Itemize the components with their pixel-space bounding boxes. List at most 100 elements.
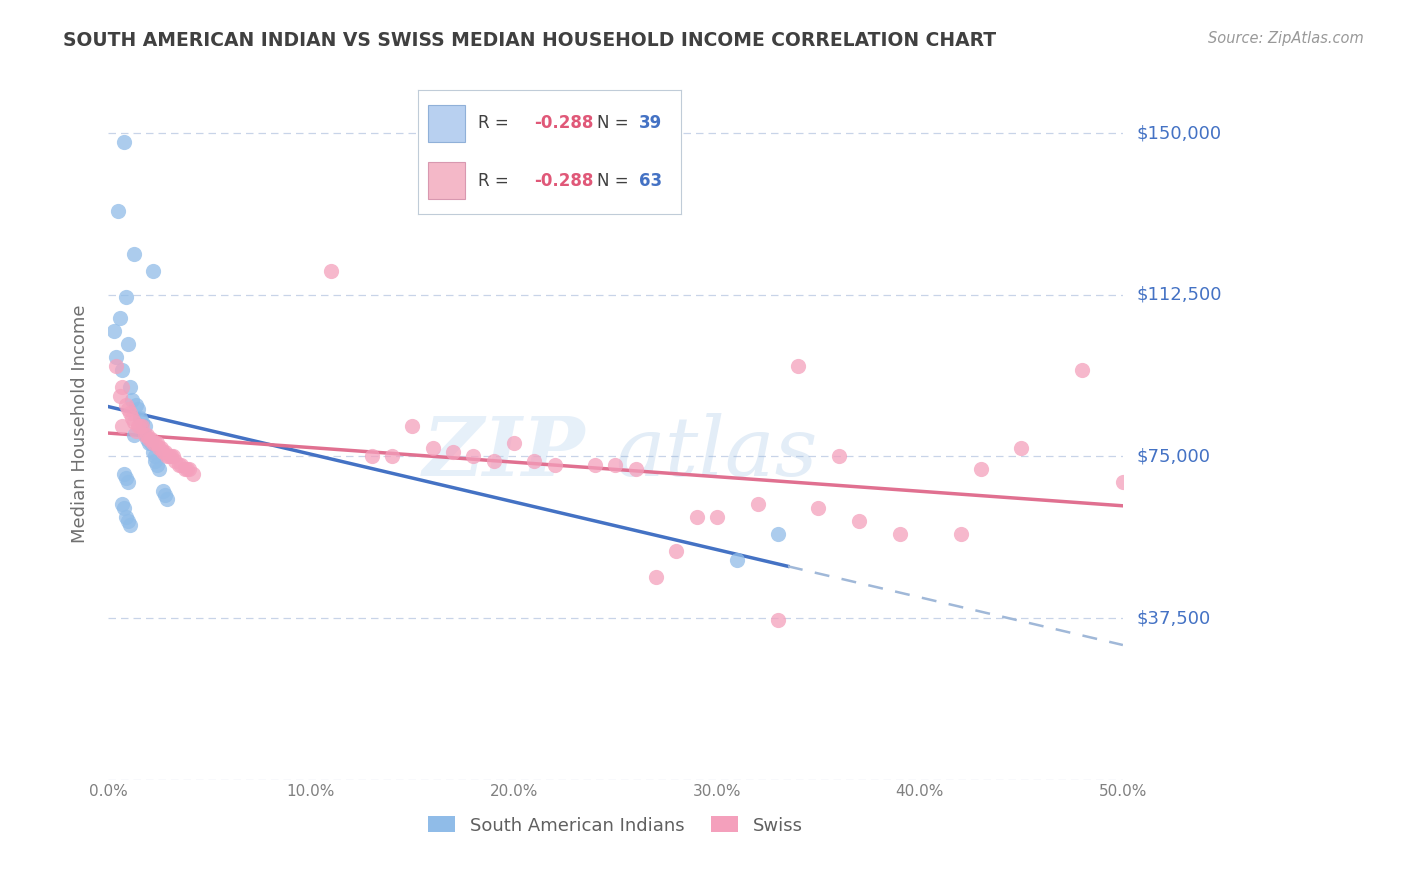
Point <box>111 419 134 434</box>
Point <box>766 613 789 627</box>
Point <box>148 462 170 476</box>
Point <box>176 462 198 476</box>
Point <box>848 514 870 528</box>
Point <box>115 398 138 412</box>
Point <box>156 450 179 464</box>
Point <box>747 497 769 511</box>
Point <box>135 427 157 442</box>
Point <box>181 467 204 481</box>
Point <box>105 359 128 373</box>
Point <box>124 247 146 261</box>
Point <box>131 415 153 429</box>
Point <box>145 436 167 450</box>
Point <box>139 436 162 450</box>
Point <box>401 419 423 434</box>
Point <box>624 462 647 476</box>
Text: $37,500: $37,500 <box>1137 609 1211 627</box>
Point <box>142 264 165 278</box>
Point <box>463 450 485 464</box>
Point <box>889 527 911 541</box>
Text: $75,000: $75,000 <box>1137 448 1211 466</box>
Point <box>112 135 135 149</box>
Point <box>725 553 748 567</box>
Point <box>121 393 143 408</box>
Y-axis label: Median Household Income: Median Household Income <box>72 305 89 543</box>
Point <box>156 492 179 507</box>
Point <box>422 441 444 455</box>
Point <box>583 458 606 472</box>
Point <box>170 458 193 472</box>
Point <box>117 402 139 417</box>
Point <box>120 380 142 394</box>
Point <box>108 311 131 326</box>
Point <box>120 518 142 533</box>
Point <box>1010 441 1032 455</box>
Point <box>543 458 565 472</box>
Point <box>143 450 166 464</box>
Point <box>129 419 152 434</box>
Point <box>112 467 135 481</box>
Point <box>153 488 176 502</box>
Point <box>807 501 830 516</box>
Point <box>441 445 464 459</box>
Point <box>112 501 135 516</box>
Point <box>766 527 789 541</box>
Point <box>131 419 153 434</box>
Point <box>107 203 129 218</box>
Point <box>115 471 138 485</box>
Point <box>360 450 382 464</box>
Point <box>142 445 165 459</box>
Point <box>828 450 851 464</box>
Point <box>105 351 128 365</box>
Point <box>117 475 139 490</box>
Point <box>138 432 160 446</box>
Point <box>111 497 134 511</box>
Point <box>121 410 143 425</box>
Text: atlas: atlas <box>616 412 818 492</box>
Point <box>129 410 152 425</box>
Point <box>605 458 627 472</box>
Point <box>124 427 146 442</box>
Point <box>162 450 184 464</box>
Point <box>157 450 180 464</box>
Point <box>148 441 170 455</box>
Point <box>117 514 139 528</box>
Point <box>115 290 138 304</box>
Point <box>108 389 131 403</box>
Point <box>665 544 688 558</box>
Point <box>174 462 197 476</box>
Point <box>139 432 162 446</box>
Point <box>124 415 146 429</box>
Point <box>115 509 138 524</box>
Point <box>138 436 160 450</box>
Point <box>145 458 167 472</box>
Point <box>179 462 201 476</box>
Point <box>949 527 972 541</box>
Point <box>152 445 174 459</box>
Point <box>152 483 174 498</box>
Point <box>167 458 190 472</box>
Point <box>143 436 166 450</box>
Point <box>1071 363 1094 377</box>
Text: SOUTH AMERICAN INDIAN VS SWISS MEDIAN HOUSEHOLD INCOME CORRELATION CHART: SOUTH AMERICAN INDIAN VS SWISS MEDIAN HO… <box>63 31 997 50</box>
Point <box>134 427 156 442</box>
Point <box>321 264 343 278</box>
Point <box>523 453 546 467</box>
Point <box>149 441 172 455</box>
Point <box>103 325 125 339</box>
Point <box>125 424 148 438</box>
Point <box>685 509 707 524</box>
Point <box>135 432 157 446</box>
Point <box>1112 475 1135 490</box>
Point <box>163 453 186 467</box>
Point <box>970 462 993 476</box>
Point <box>482 453 505 467</box>
Point <box>127 402 149 417</box>
Point <box>125 398 148 412</box>
Text: $112,500: $112,500 <box>1137 285 1222 304</box>
Text: ZIP: ZIP <box>422 412 585 492</box>
Legend: South American Indians, Swiss: South American Indians, Swiss <box>427 816 803 835</box>
Point <box>787 359 810 373</box>
Point <box>127 419 149 434</box>
Text: Source: ZipAtlas.com: Source: ZipAtlas.com <box>1208 31 1364 46</box>
